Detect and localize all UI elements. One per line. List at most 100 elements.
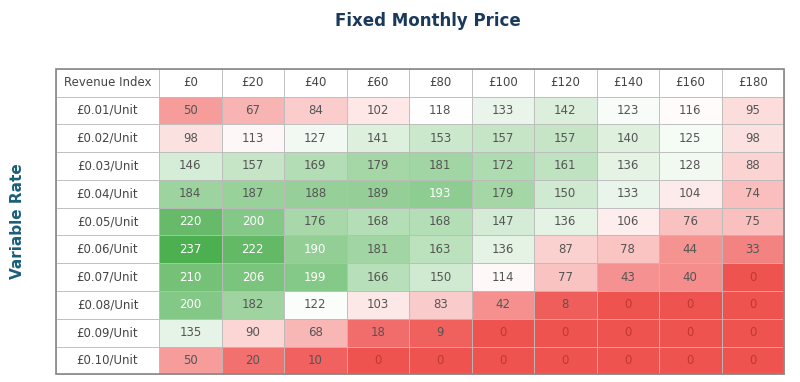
- Text: 9: 9: [437, 326, 444, 339]
- Bar: [159, 208, 222, 235]
- Text: 133: 133: [492, 104, 514, 117]
- Text: 33: 33: [746, 243, 760, 256]
- Text: £0.07/Unit: £0.07/Unit: [77, 270, 138, 283]
- Text: 0: 0: [686, 298, 694, 311]
- Bar: [284, 152, 346, 180]
- Text: £140: £140: [613, 76, 642, 89]
- Text: 206: 206: [242, 270, 264, 283]
- Bar: [722, 180, 784, 208]
- Bar: [597, 346, 659, 374]
- Bar: [471, 263, 534, 291]
- Bar: [222, 124, 284, 152]
- Bar: [284, 124, 346, 152]
- Text: 0: 0: [749, 326, 757, 339]
- Text: 90: 90: [246, 326, 260, 339]
- Text: 146: 146: [179, 160, 202, 173]
- Text: 150: 150: [554, 187, 577, 200]
- Text: £120: £120: [550, 76, 580, 89]
- Text: 0: 0: [562, 326, 569, 339]
- Text: £0.04/Unit: £0.04/Unit: [77, 187, 138, 200]
- Bar: [659, 124, 722, 152]
- Bar: [159, 291, 222, 319]
- Text: 116: 116: [679, 104, 702, 117]
- Text: 189: 189: [366, 187, 389, 200]
- Text: £0.06/Unit: £0.06/Unit: [77, 243, 138, 256]
- Bar: [284, 97, 346, 124]
- Text: £0.08/Unit: £0.08/Unit: [77, 298, 138, 311]
- Text: 103: 103: [366, 298, 389, 311]
- Text: 40: 40: [683, 270, 698, 283]
- Bar: [659, 208, 722, 235]
- Text: 169: 169: [304, 160, 326, 173]
- Text: 168: 168: [429, 215, 451, 228]
- Text: 0: 0: [624, 298, 631, 311]
- Bar: [159, 124, 222, 152]
- Text: 0: 0: [749, 298, 757, 311]
- Text: 0: 0: [624, 354, 631, 367]
- Bar: [284, 235, 346, 263]
- Bar: [346, 180, 409, 208]
- Bar: [159, 346, 222, 374]
- Bar: [471, 346, 534, 374]
- Bar: [659, 263, 722, 291]
- Bar: [159, 235, 222, 263]
- Text: 133: 133: [617, 187, 639, 200]
- Bar: [534, 124, 597, 152]
- Text: 68: 68: [308, 326, 322, 339]
- Bar: [534, 69, 597, 97]
- Bar: [222, 180, 284, 208]
- Bar: [722, 152, 784, 180]
- Bar: [222, 346, 284, 374]
- Text: 0: 0: [374, 354, 382, 367]
- Text: 176: 176: [304, 215, 326, 228]
- Bar: [471, 319, 534, 346]
- Bar: [597, 263, 659, 291]
- Bar: [159, 180, 222, 208]
- Bar: [284, 291, 346, 319]
- Bar: [222, 97, 284, 124]
- Text: 0: 0: [749, 270, 757, 283]
- Bar: [346, 97, 409, 124]
- Text: 104: 104: [679, 187, 702, 200]
- Text: 106: 106: [617, 215, 639, 228]
- Text: 78: 78: [620, 243, 635, 256]
- Text: 161: 161: [554, 160, 577, 173]
- Bar: [722, 69, 784, 97]
- Text: 114: 114: [491, 270, 514, 283]
- Text: 136: 136: [492, 243, 514, 256]
- Bar: [409, 124, 471, 152]
- Text: 84: 84: [308, 104, 322, 117]
- Text: 140: 140: [617, 132, 639, 145]
- Text: 157: 157: [492, 132, 514, 145]
- Bar: [534, 346, 597, 374]
- Text: 136: 136: [617, 160, 639, 173]
- Bar: [597, 291, 659, 319]
- Bar: [346, 69, 409, 97]
- Text: Fixed Monthly Price: Fixed Monthly Price: [335, 12, 521, 30]
- Bar: [284, 319, 346, 346]
- Bar: [471, 152, 534, 180]
- Text: 157: 157: [242, 160, 264, 173]
- Text: £0.09/Unit: £0.09/Unit: [77, 326, 138, 339]
- Bar: [409, 263, 471, 291]
- Text: 153: 153: [429, 132, 451, 145]
- Text: £20: £20: [242, 76, 264, 89]
- Text: 172: 172: [491, 160, 514, 173]
- Bar: [471, 69, 534, 97]
- Text: 163: 163: [429, 243, 451, 256]
- Bar: [284, 208, 346, 235]
- Bar: [659, 152, 722, 180]
- Bar: [409, 180, 471, 208]
- Bar: [534, 291, 597, 319]
- Text: £80: £80: [429, 76, 451, 89]
- Bar: [471, 208, 534, 235]
- Text: £100: £100: [488, 76, 518, 89]
- Text: 102: 102: [366, 104, 389, 117]
- Bar: [222, 235, 284, 263]
- Text: 10: 10: [308, 354, 322, 367]
- Bar: [159, 263, 222, 291]
- Bar: [722, 319, 784, 346]
- Text: £0: £0: [183, 76, 198, 89]
- Text: 0: 0: [499, 354, 506, 367]
- Text: Variable Rate: Variable Rate: [10, 163, 25, 280]
